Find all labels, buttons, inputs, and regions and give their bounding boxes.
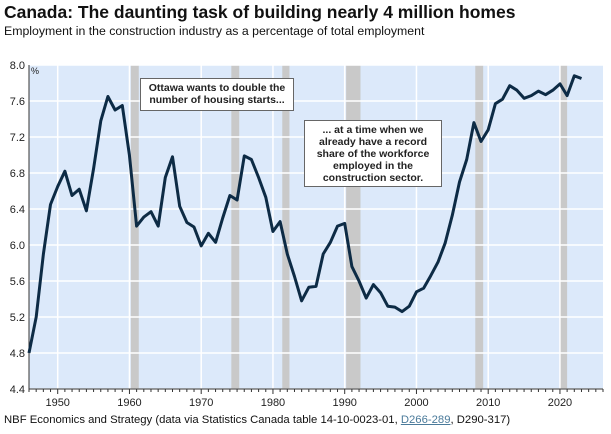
y-tick-label: 6.8 (10, 168, 25, 180)
footer-prefix: NBF Economics and Strategy (data via Sta… (4, 414, 401, 426)
y-tick-label: 4.4 (10, 384, 25, 396)
plot-background (29, 65, 603, 389)
source-link[interactable]: D266-289 (400, 414, 451, 426)
x-tick-label: 1990 (332, 397, 356, 409)
x-tick-label: 2020 (548, 397, 572, 409)
x-tick-label: 1950 (45, 397, 69, 409)
footer-suffix: , D290-317) (450, 414, 511, 426)
recession-band (559, 65, 568, 389)
y-tick-label: 8.0 (10, 60, 25, 72)
annotation-box-2: ... at a time when we already have a rec… (304, 120, 442, 187)
x-tick-label: 1980 (261, 397, 285, 409)
chart-title: Canada: The daunting task of building ne… (4, 2, 516, 22)
x-tick-label: 1960 (117, 397, 141, 409)
x-tick-label: 2010 (476, 397, 500, 409)
y-unit-label: % (31, 66, 39, 76)
x-tick-label: 1970 (189, 397, 213, 409)
recession-band (130, 65, 139, 389)
y-tick-label: 5.2 (10, 312, 25, 324)
x-tick-label: 2000 (404, 397, 428, 409)
y-tick-label: 7.6 (10, 96, 25, 108)
y-tick-label: 5.6 (10, 276, 25, 288)
series-line (27, 74, 583, 354)
source-footer: NBF Economics and Strategy (data via Sta… (4, 414, 510, 426)
y-tick-label: 7.2 (10, 132, 25, 144)
y-tick-label: 6.0 (10, 240, 25, 252)
chart-subtitle: Employment in the construction industry … (4, 24, 425, 38)
recession-band (475, 65, 484, 389)
recession-band (231, 65, 240, 389)
y-tick-label: 6.4 (10, 204, 25, 216)
recession-band (346, 65, 361, 389)
annotation-box-1: Ottawa wants to double the number of hou… (140, 78, 294, 111)
recession-band (282, 65, 290, 389)
y-tick-label: 4.8 (10, 348, 25, 360)
